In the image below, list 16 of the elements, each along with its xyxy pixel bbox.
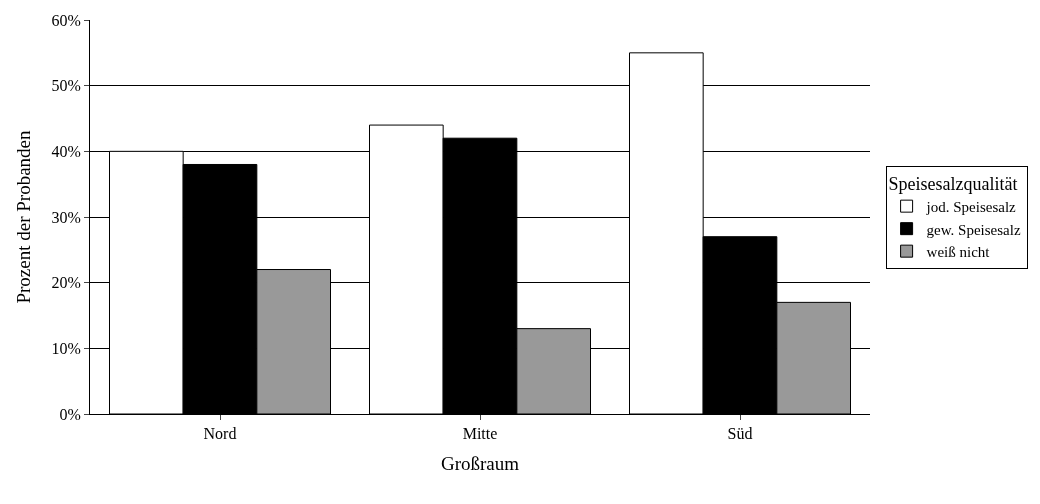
y-axis-title: Prozent der Probanden — [13, 129, 35, 304]
y-tick-label: 30% — [51, 208, 81, 226]
legend-label: gew. Speisesalz — [926, 221, 1021, 238]
legend-label: jod. Speisesalz — [925, 199, 1017, 215]
y-tick-label: 60% — [51, 11, 81, 29]
legend-label: weiß nicht — [926, 244, 991, 260]
x-tick-label: Mitte — [462, 425, 498, 443]
x-tick-label: Süd — [727, 425, 753, 443]
legend-title: Speisesalzqualität — [888, 173, 1018, 194]
x-tick-label: Nord — [203, 425, 237, 443]
y-tick-label: 40% — [51, 142, 81, 160]
y-tick-label: 0% — [59, 405, 81, 423]
x-axis-title: Großraum — [440, 453, 520, 474]
y-tick-label: 50% — [51, 77, 81, 95]
y-tick-label: 20% — [51, 274, 81, 292]
y-tick-label: 10% — [51, 339, 81, 357]
